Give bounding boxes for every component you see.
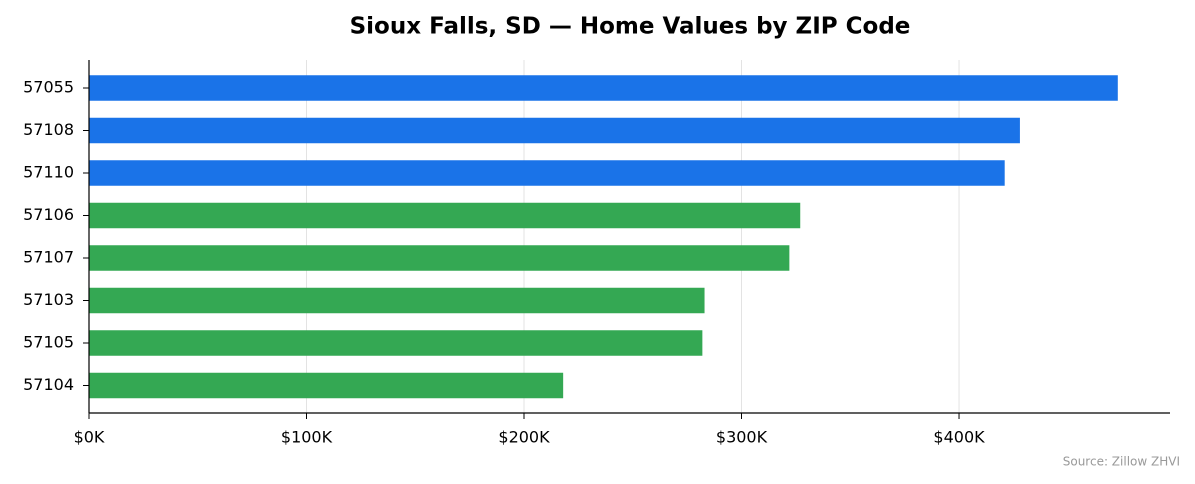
bar (89, 372, 564, 399)
x-tick-label: $100K (281, 428, 333, 447)
y-tick-label: 57055 (23, 78, 74, 97)
source-note: Source: Zillow ZHVI (1063, 455, 1180, 469)
bar (89, 117, 1020, 144)
bar (89, 75, 1118, 101)
bar (89, 245, 790, 271)
bar (89, 287, 705, 314)
x-tick-label: $400K (933, 428, 985, 447)
bar (89, 202, 801, 229)
x-tick-label: $0K (74, 428, 105, 447)
y-tick-label: 57110 (23, 163, 74, 182)
y-tick-label: 57108 (23, 120, 74, 139)
y-tick-label: 57105 (23, 333, 74, 352)
bar (89, 330, 703, 356)
y-tick-label: 57103 (23, 290, 74, 309)
bar (89, 160, 1005, 186)
y-tick-label: 57104 (23, 375, 74, 394)
y-tick-label: 57107 (23, 248, 74, 267)
y-tick-label: 57106 (23, 205, 74, 224)
chart-title: Sioux Falls, SD — Home Values by ZIP Cod… (350, 14, 911, 40)
x-tick-label: $200K (498, 428, 550, 447)
x-tick-label: $300K (716, 428, 768, 447)
